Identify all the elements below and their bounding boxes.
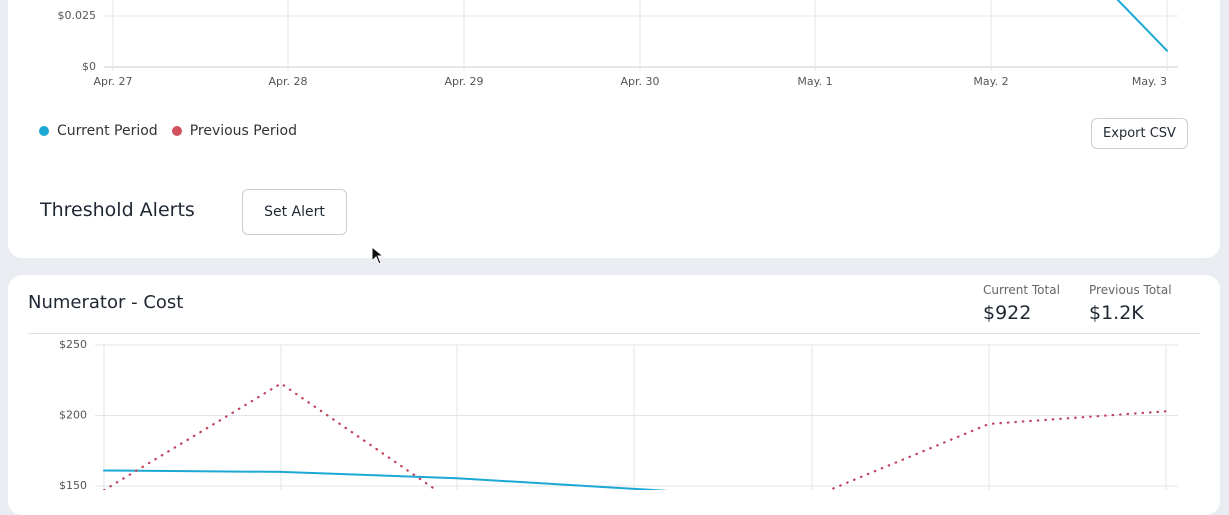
bottom-chart: $150 $200 $250 bbox=[59, 338, 1178, 490]
legend-item[interactable]: Current Period bbox=[39, 123, 158, 139]
x-tick-label: Apr. 30 bbox=[620, 75, 659, 88]
y-tick-label: $0 bbox=[82, 60, 96, 73]
x-tick-label: Apr. 27 bbox=[93, 75, 132, 88]
stat-value: $922 bbox=[983, 302, 1032, 324]
legend-dot bbox=[39, 126, 49, 136]
bottom-card bbox=[8, 275, 1220, 515]
stat-label: Current Total bbox=[983, 283, 1060, 297]
legend-item[interactable]: Previous Period bbox=[171, 123, 297, 139]
legend-label: Current Period bbox=[57, 123, 158, 139]
y-tick-label: $200 bbox=[59, 409, 87, 422]
x-tick-label: Apr. 29 bbox=[444, 75, 483, 88]
section-title: Threshold Alerts bbox=[40, 199, 195, 221]
export-button[interactable]: Export CSV bbox=[1091, 118, 1188, 149]
series-line bbox=[1116, 0, 1168, 52]
stat-label: Previous Total bbox=[1089, 283, 1172, 297]
top-chart: $0 $0.025 Apr. 27 Apr. 28 Apr. 29 Apr. 30 May.… bbox=[58, 0, 1178, 88]
x-tick-label: Apr. 28 bbox=[268, 75, 307, 88]
cursor bbox=[371, 246, 385, 265]
stat-value: $1.2K bbox=[1089, 302, 1144, 324]
y-tick-label: $150 bbox=[59, 479, 87, 490]
top-card bbox=[8, 0, 1220, 258]
x-tick-label: May. 3 bbox=[1132, 75, 1167, 88]
x-tick-label: May. 2 bbox=[973, 75, 1008, 88]
series-line bbox=[102, 382, 1168, 490]
legend-label: Previous Period bbox=[189, 123, 297, 139]
legend-dot bbox=[171, 126, 182, 136]
series-line bbox=[103, 469, 669, 490]
page: $0 $0.025 Apr. 27 Apr. 28 Apr. 29 Apr. 30 May.… bbox=[8, 0, 1220, 515]
legend: Current Period Previous Period bbox=[39, 123, 297, 139]
x-tick-label: May. 1 bbox=[797, 75, 832, 88]
card-title: Numerator - Cost bbox=[28, 292, 184, 313]
divider bbox=[28, 333, 1200, 334]
y-tick-label: $250 bbox=[59, 338, 87, 351]
set-alert-button[interactable]: Set Alert bbox=[242, 189, 347, 235]
y-tick-label: $0.025 bbox=[58, 9, 97, 22]
